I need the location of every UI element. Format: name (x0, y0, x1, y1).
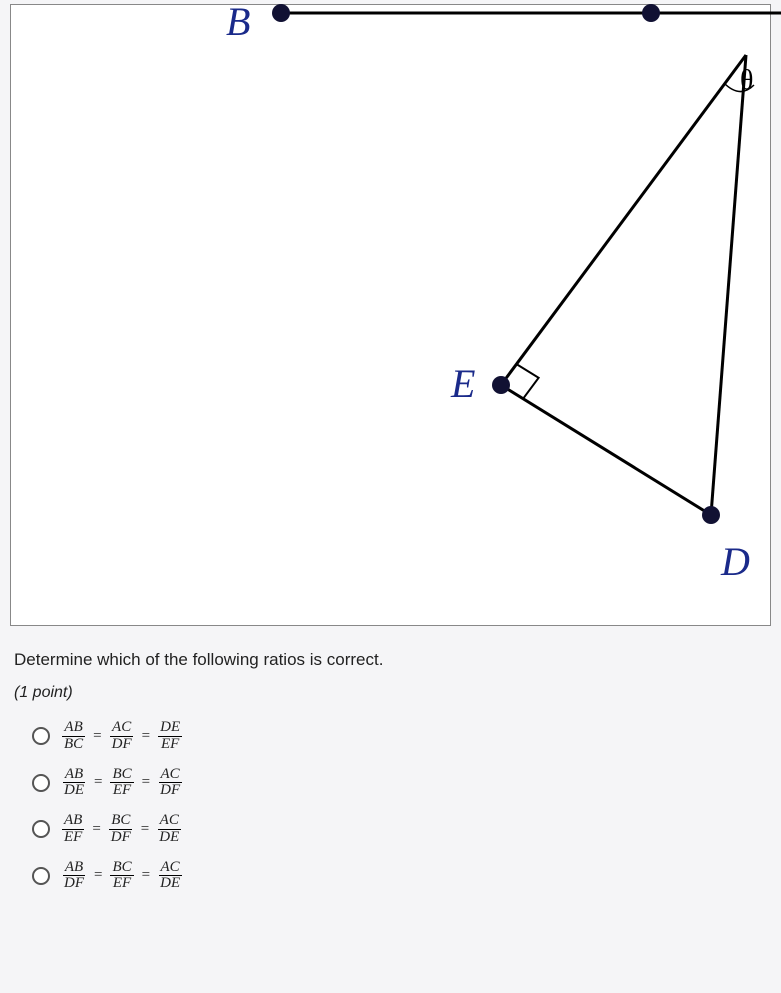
fraction: ABBC (62, 720, 85, 753)
fraction: ABDF (62, 860, 86, 893)
svg-text:E: E (450, 361, 475, 406)
denominator: EF (159, 737, 181, 753)
option-equation: ABDE = BCEF = ACDF (62, 767, 182, 800)
fraction: ACDE (157, 813, 181, 846)
fraction: DEEF (158, 720, 182, 753)
denominator: DE (157, 830, 181, 846)
numerator: AB (63, 767, 85, 784)
question-area: Determine which of the following ratios … (0, 636, 781, 926)
equals-sign: = (92, 867, 104, 884)
denominator: EF (62, 830, 84, 846)
numerator: AB (62, 720, 84, 737)
equals-sign: = (92, 774, 104, 791)
denominator: DF (109, 830, 133, 846)
fraction: ABEF (62, 813, 84, 846)
numerator: AB (63, 860, 85, 877)
option-equation: ABDF = BCEF = ACDE (62, 860, 182, 893)
option-1[interactable]: ABBC = ACDF = DEEF (32, 720, 767, 753)
numerator: BC (110, 767, 133, 784)
fraction: ACDF (110, 720, 134, 753)
option-2[interactable]: ABDE = BCEF = ACDF (32, 767, 767, 800)
points-label: (1 point) (14, 684, 767, 702)
numerator: AC (159, 860, 182, 877)
equals-sign: = (139, 821, 151, 838)
numerator: DE (158, 720, 182, 737)
denominator: EF (111, 876, 133, 892)
equals-sign: = (140, 728, 152, 745)
radio-icon[interactable] (32, 774, 50, 792)
numerator: BC (110, 860, 133, 877)
denominator: DE (62, 783, 86, 799)
svg-text:B: B (226, 0, 250, 44)
denominator: EF (111, 783, 133, 799)
equals-sign: = (91, 728, 103, 745)
denominator: DE (158, 876, 182, 892)
fraction: ACDE (158, 860, 182, 893)
option-equation: ABBC = ACDF = DEEF (62, 720, 182, 753)
option-4[interactable]: ABDF = BCEF = ACDE (32, 860, 767, 893)
denominator: DF (62, 876, 86, 892)
fraction: ABDE (62, 767, 86, 800)
fraction: BCEF (110, 767, 133, 800)
numerator: AC (159, 767, 182, 784)
geometry-diagram: θBED (11, 0, 770, 635)
numerator: AB (62, 813, 84, 830)
option-3[interactable]: ABEF = BCDF = ACDE (32, 813, 767, 846)
numerator: AC (158, 813, 181, 830)
denominator: DF (158, 783, 182, 799)
equals-sign: = (140, 867, 152, 884)
answer-options: ABBC=ACDF=DEEFABDE=BCEF=ACDFABEF=BCDF=AC… (14, 720, 767, 892)
radio-icon[interactable] (32, 727, 50, 745)
question-text: Determine which of the following ratios … (14, 650, 767, 670)
denominator: BC (62, 737, 85, 753)
option-equation: ABEF = BCDF = ACDE (62, 813, 181, 846)
denominator: DF (110, 737, 134, 753)
radio-icon[interactable] (32, 867, 50, 885)
radio-icon[interactable] (32, 820, 50, 838)
equals-sign: = (90, 821, 102, 838)
svg-text:D: D (720, 539, 750, 584)
fraction: BCEF (110, 860, 133, 893)
fraction: BCDF (109, 813, 133, 846)
numerator: BC (109, 813, 132, 830)
diagram-panel: θBED (10, 4, 771, 626)
equals-sign: = (140, 774, 152, 791)
numerator: AC (110, 720, 133, 737)
fraction: ACDF (158, 767, 182, 800)
